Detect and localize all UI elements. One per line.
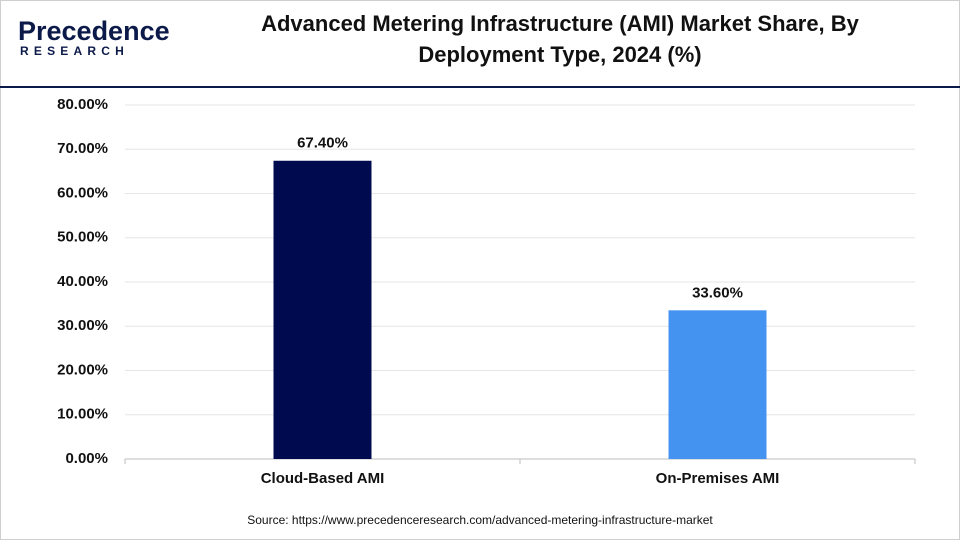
- y-tick-label: 0.00%: [65, 450, 108, 467]
- bar: [668, 310, 767, 459]
- bar: [273, 160, 372, 459]
- y-tick-label: 40.00%: [57, 273, 108, 290]
- y-tick-label: 70.00%: [57, 140, 108, 157]
- y-tick-label: 60.00%: [57, 184, 108, 201]
- y-tick-label: 50.00%: [57, 229, 108, 246]
- x-tick-label: On-Premises AMI: [656, 470, 780, 487]
- y-tick-label: 80.00%: [57, 96, 108, 113]
- y-tick-label: 20.00%: [57, 361, 108, 378]
- x-tick-label: Cloud-Based AMI: [261, 470, 385, 487]
- value-label: 33.60%: [692, 284, 743, 301]
- chart-title: Advanced Metering Infrastructure (AMI) M…: [261, 11, 859, 67]
- logo-name: Precedence: [18, 16, 170, 46]
- y-tick-label: 10.00%: [57, 406, 108, 423]
- value-label: 67.40%: [297, 135, 348, 152]
- source: Source: https://www.precedenceresearch.c…: [247, 513, 713, 527]
- y-tick-label: 30.00%: [57, 317, 108, 334]
- logo-tagline: RESEARCH: [20, 44, 129, 58]
